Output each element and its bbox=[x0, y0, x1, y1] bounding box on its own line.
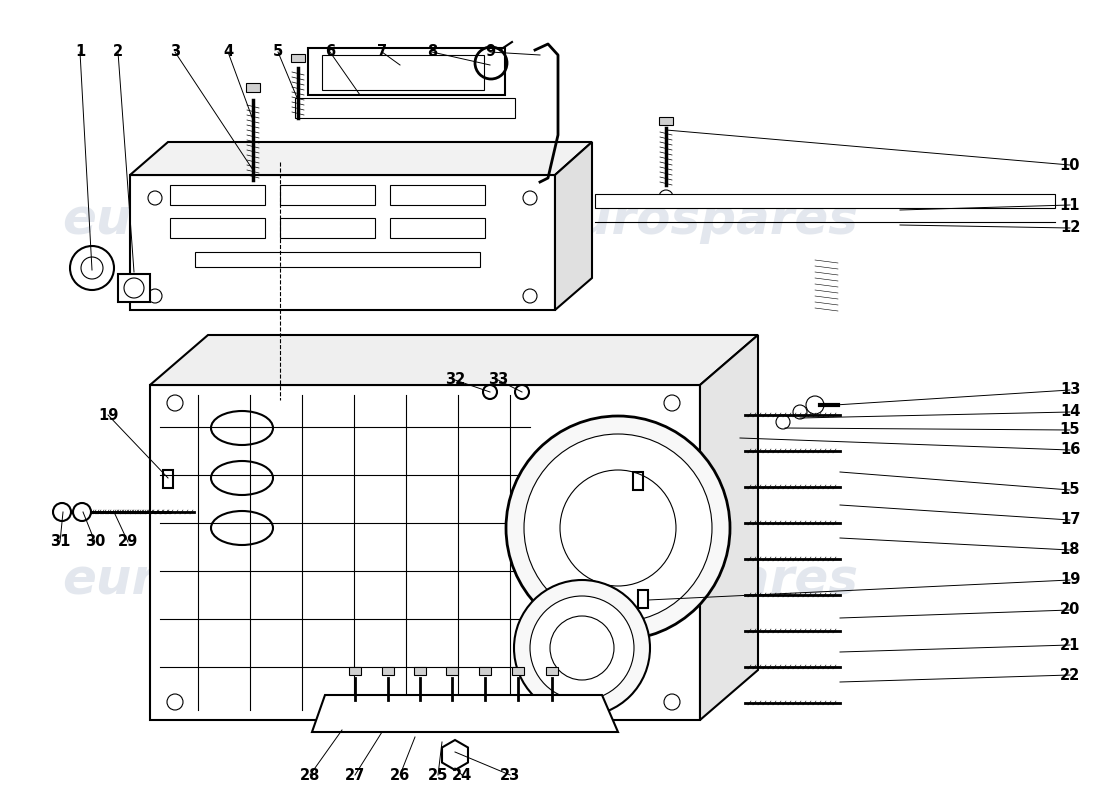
Text: 32: 32 bbox=[444, 373, 465, 387]
Bar bbox=[478, 667, 491, 675]
Text: 33: 33 bbox=[488, 373, 508, 387]
Text: 19: 19 bbox=[1059, 573, 1080, 587]
Bar bbox=[390, 185, 485, 205]
Text: 7: 7 bbox=[377, 45, 387, 59]
Text: 11: 11 bbox=[1059, 198, 1080, 213]
Text: 24: 24 bbox=[452, 767, 472, 782]
Bar bbox=[280, 218, 375, 238]
Circle shape bbox=[514, 580, 650, 716]
Bar bbox=[195, 252, 480, 267]
Text: 25: 25 bbox=[428, 767, 448, 782]
Text: 6: 6 bbox=[324, 45, 336, 59]
Bar bbox=[638, 590, 648, 608]
Text: 26: 26 bbox=[389, 767, 410, 782]
Text: 8: 8 bbox=[427, 45, 437, 59]
Bar bbox=[163, 470, 173, 488]
Text: 3: 3 bbox=[169, 45, 180, 59]
Bar bbox=[170, 185, 265, 205]
Text: eurospares: eurospares bbox=[542, 196, 858, 244]
Bar bbox=[390, 218, 485, 238]
Bar bbox=[246, 83, 260, 92]
Text: 22: 22 bbox=[1060, 667, 1080, 682]
Circle shape bbox=[515, 385, 529, 399]
Text: 16: 16 bbox=[1059, 442, 1080, 458]
Bar bbox=[632, 472, 644, 490]
Bar bbox=[322, 55, 484, 90]
Text: 18: 18 bbox=[1059, 542, 1080, 558]
Text: 9: 9 bbox=[485, 45, 495, 59]
Bar bbox=[446, 667, 458, 675]
Text: 20: 20 bbox=[1059, 602, 1080, 618]
Text: 17: 17 bbox=[1059, 513, 1080, 527]
Text: eurospares: eurospares bbox=[62, 196, 378, 244]
Bar bbox=[349, 667, 361, 675]
Bar bbox=[118, 274, 150, 302]
Polygon shape bbox=[308, 48, 505, 95]
Bar bbox=[382, 667, 394, 675]
Circle shape bbox=[73, 503, 91, 521]
Text: 2: 2 bbox=[113, 45, 123, 59]
Text: 29: 29 bbox=[118, 534, 139, 550]
Bar bbox=[512, 667, 524, 675]
Circle shape bbox=[483, 385, 497, 399]
Bar bbox=[414, 667, 426, 675]
Text: 13: 13 bbox=[1059, 382, 1080, 398]
Circle shape bbox=[53, 503, 72, 521]
Text: 15: 15 bbox=[1059, 422, 1080, 438]
Text: 14: 14 bbox=[1059, 405, 1080, 419]
Text: eurospares: eurospares bbox=[62, 556, 378, 604]
Text: 28: 28 bbox=[300, 767, 320, 782]
Bar bbox=[170, 218, 265, 238]
Text: eurospares: eurospares bbox=[542, 556, 858, 604]
Text: 27: 27 bbox=[345, 767, 365, 782]
Text: 23: 23 bbox=[499, 767, 520, 782]
Text: 10: 10 bbox=[1059, 158, 1080, 173]
Text: 12: 12 bbox=[1059, 221, 1080, 235]
Text: 31: 31 bbox=[50, 534, 70, 550]
Polygon shape bbox=[700, 335, 758, 720]
Text: 30: 30 bbox=[85, 534, 106, 550]
Text: 21: 21 bbox=[1059, 638, 1080, 653]
Polygon shape bbox=[150, 335, 758, 385]
Text: 4: 4 bbox=[223, 45, 233, 59]
Bar bbox=[546, 667, 558, 675]
Text: 15: 15 bbox=[1059, 482, 1080, 498]
Circle shape bbox=[506, 416, 730, 640]
Bar bbox=[150, 385, 700, 720]
Bar bbox=[292, 54, 305, 62]
Polygon shape bbox=[312, 695, 618, 732]
Bar bbox=[280, 185, 375, 205]
Bar bbox=[595, 194, 1055, 208]
Circle shape bbox=[524, 434, 712, 622]
Polygon shape bbox=[556, 142, 592, 310]
Text: 19: 19 bbox=[98, 407, 118, 422]
Polygon shape bbox=[130, 175, 556, 310]
Text: 5: 5 bbox=[273, 45, 283, 59]
Polygon shape bbox=[130, 142, 592, 175]
Bar bbox=[659, 117, 673, 125]
Text: 1: 1 bbox=[75, 45, 85, 59]
Circle shape bbox=[530, 596, 634, 700]
Polygon shape bbox=[295, 98, 515, 118]
